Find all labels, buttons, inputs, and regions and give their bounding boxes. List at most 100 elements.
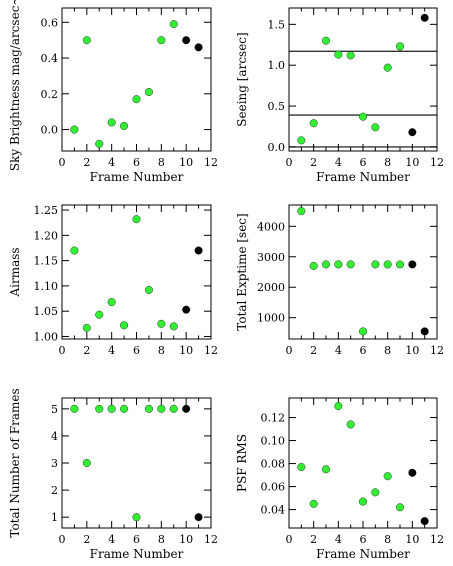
y-tick-label: 3000 — [257, 251, 285, 264]
x-tick-label: 6 — [360, 344, 367, 357]
x-tick-label: 4 — [108, 533, 115, 546]
data-point — [182, 305, 191, 314]
y-tick-label: 0.4 — [41, 52, 59, 65]
x-tick-label: 4 — [335, 344, 342, 357]
data-point — [383, 63, 392, 72]
x-tick-label: 10 — [405, 156, 419, 169]
y-tick-label: 0.6 — [41, 16, 59, 29]
data-point — [396, 42, 405, 51]
data-point — [346, 260, 355, 269]
x-tick-label: 8 — [384, 156, 391, 169]
data-point — [309, 119, 318, 128]
data-point — [107, 298, 116, 307]
x-tick-label: 8 — [158, 156, 165, 169]
data-point — [420, 517, 429, 526]
data-point — [371, 488, 380, 497]
data-point — [82, 323, 91, 332]
data-point — [420, 327, 429, 336]
data-point — [120, 121, 129, 130]
data-point — [408, 260, 417, 269]
y-axis-label: Airmass — [8, 247, 22, 297]
x-tick-label: 2 — [83, 344, 90, 357]
data-point — [420, 13, 429, 22]
y-tick-label: 2000 — [257, 281, 285, 294]
y-tick-label: 1.15 — [34, 255, 59, 268]
x-tick-label: 4 — [108, 344, 115, 357]
data-point — [120, 404, 129, 413]
x-tick-label: 0 — [59, 533, 66, 546]
data-point — [309, 261, 318, 270]
y-tick-label: 0.08 — [261, 458, 286, 471]
data-point — [194, 246, 203, 255]
data-point — [383, 472, 392, 481]
x-tick-label: 10 — [179, 156, 193, 169]
y-tick-label: 1.05 — [34, 305, 59, 318]
data-point — [322, 36, 331, 45]
data-point — [396, 503, 405, 512]
x-tick-label: 2 — [310, 156, 317, 169]
y-axis-label: Total Number of Frames — [8, 388, 22, 537]
y-tick-label: 3 — [51, 457, 58, 470]
data-point — [194, 43, 203, 52]
y-tick-label: 0.10 — [261, 435, 286, 448]
axes-frame — [288, 397, 438, 529]
x-tick-label: 10 — [405, 533, 419, 546]
data-point — [169, 404, 178, 413]
data-point — [144, 404, 153, 413]
x-tick-label: 4 — [108, 156, 115, 169]
data-point — [371, 123, 380, 132]
y-tick-label: 0.06 — [261, 481, 286, 494]
x-tick-label: 6 — [133, 533, 140, 546]
y-tick-label: 1.00 — [34, 330, 59, 343]
x-tick-label: 2 — [310, 533, 317, 546]
x-tick-label: 12 — [204, 344, 218, 357]
panel-psf-rms: 0 2 4 6 8 10 12 0.04 0.06 0.08 0.10 0.12 Frame Numbe… — [235, 397, 444, 561]
x-tick-label: 0 — [286, 533, 293, 546]
data-point — [182, 404, 191, 413]
data-point — [408, 468, 417, 477]
data-point — [157, 319, 166, 328]
x-tick-label: 8 — [158, 533, 165, 546]
y-tick-label: 1.10 — [34, 280, 59, 293]
x-tick-label: 12 — [430, 533, 444, 546]
x-axis-label: Frame Number — [316, 170, 410, 184]
data-point — [95, 139, 104, 148]
x-axis-label: Frame Number — [316, 547, 410, 561]
x-tick-label: 8 — [384, 344, 391, 357]
data-point — [359, 497, 368, 506]
x-tick-label: 2 — [83, 156, 90, 169]
data-point — [396, 260, 405, 269]
x-tick-label: 10 — [405, 344, 419, 357]
data-point — [322, 260, 331, 269]
data-point — [82, 459, 91, 468]
y-tick-label: 4 — [51, 430, 58, 443]
x-tick-label: 12 — [430, 156, 444, 169]
y-axis-label: Seeing [arcsec] — [235, 32, 249, 126]
data-point — [157, 404, 166, 413]
x-tick-label: 0 — [59, 344, 66, 357]
data-point — [297, 207, 306, 216]
panel-total-exptime: 0 2 4 6 8 10 12 1000 2000 3000 4000 Total Exptime [… — [235, 204, 444, 357]
y-tick-label: 0.0 — [268, 141, 286, 154]
x-tick-label: 4 — [335, 156, 342, 169]
y-axis-label: Total Exptime [sec] — [235, 213, 249, 330]
y-tick-label: 1000 — [257, 312, 285, 325]
data-point — [359, 112, 368, 121]
data-point — [334, 402, 343, 411]
axes-frame — [288, 204, 438, 340]
y-tick-label: 1.20 — [34, 229, 59, 242]
y-tick-label: 1.5 — [268, 18, 286, 31]
panel-sky-brightness: 0 2 4 6 8 10 12 0.0 0.2 0.4 0.6 Frame Number Sky Bri… — [8, 0, 218, 184]
x-tick-label: 2 — [310, 344, 317, 357]
y-tick-label: 0.04 — [261, 504, 286, 517]
data-point — [70, 125, 79, 134]
data-point — [95, 404, 104, 413]
axes-frame — [61, 7, 212, 152]
data-point — [359, 327, 368, 336]
data-point — [408, 128, 417, 137]
data-point — [334, 260, 343, 269]
data-point — [346, 420, 355, 429]
y-tick-label: 1.25 — [34, 204, 59, 217]
data-point — [334, 50, 343, 59]
